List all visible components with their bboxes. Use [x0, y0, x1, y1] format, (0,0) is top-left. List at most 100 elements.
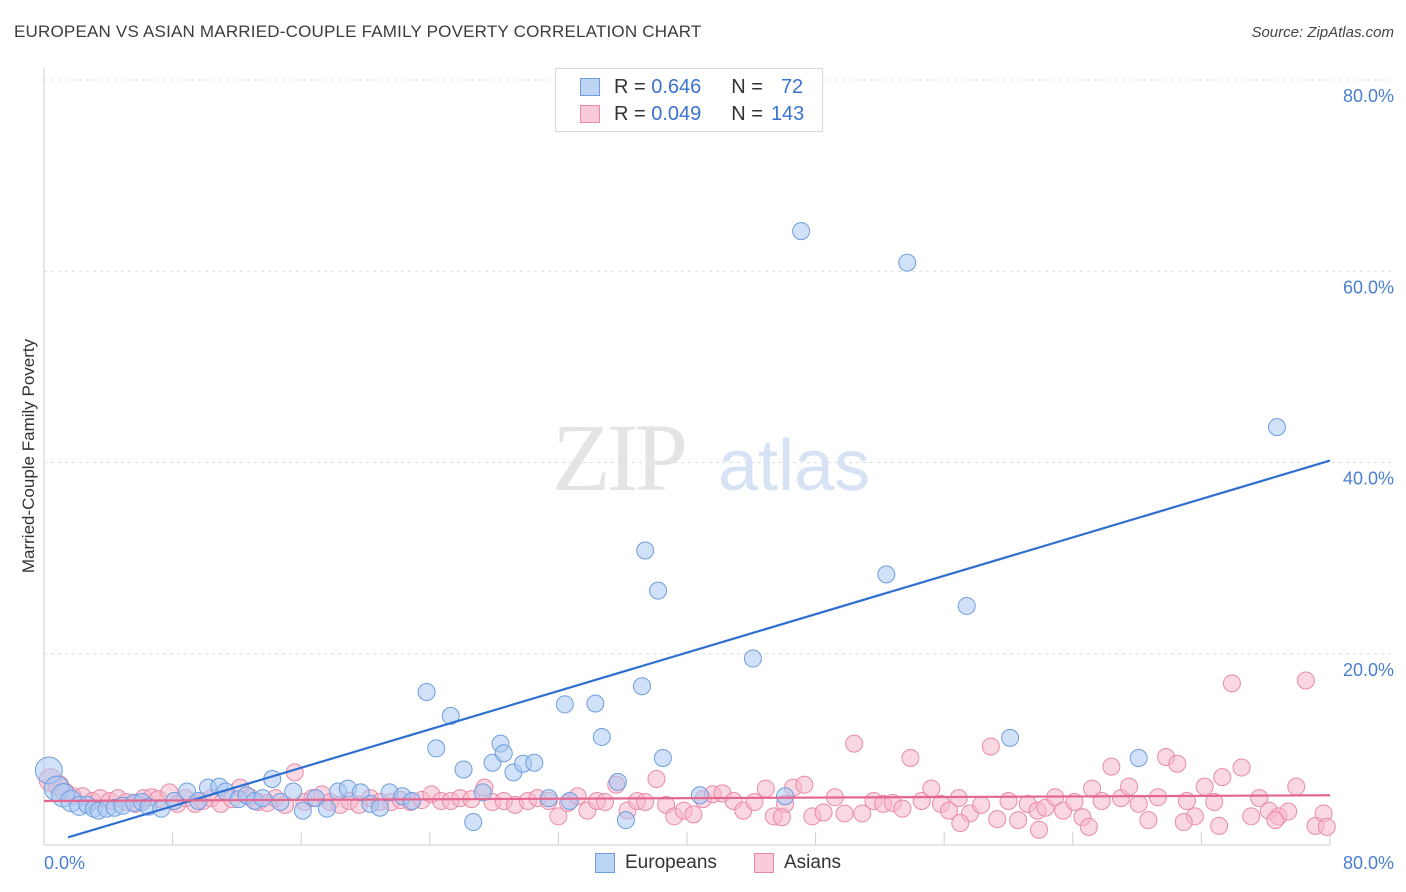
y-axis-label: Married-Couple Family Poverty [19, 338, 38, 573]
bottom-legend-label-asians: Asians [784, 852, 842, 873]
legend-swatch-europeans [580, 78, 600, 96]
asians-point [853, 804, 872, 823]
asians-point [636, 792, 655, 811]
bottom-legend-swatch-asians [754, 853, 774, 873]
watermark-atlas: atlas [718, 426, 870, 506]
europeans-point [306, 789, 325, 808]
legend-swatch-asians [580, 105, 600, 123]
europeans-point [592, 727, 611, 746]
europeans-point [271, 792, 290, 811]
legend-n-value-europeans: 72 [780, 75, 804, 98]
asians-point [1250, 789, 1269, 808]
europeans-point [898, 253, 917, 272]
asians-point [647, 770, 666, 789]
europeans-point [616, 811, 635, 830]
asians-point [1168, 754, 1187, 773]
asians-point [999, 792, 1018, 811]
europeans-point [653, 748, 672, 767]
source-label: Source: ZipAtlas.com [1251, 24, 1394, 41]
asians-point [981, 737, 1000, 756]
europeans-point [1129, 748, 1148, 767]
asians-point [1009, 811, 1028, 830]
asians-point [1139, 811, 1158, 830]
asians-point [901, 748, 920, 767]
asians-point [951, 814, 970, 833]
legend-n-label: N = [731, 102, 763, 125]
asians-point [949, 789, 968, 808]
europeans-point [494, 744, 513, 763]
asians-point [1242, 807, 1261, 826]
asians-point [1205, 792, 1224, 811]
europeans-series [34, 222, 1286, 832]
chart-title: EUROPEAN VS ASIAN MARRIED-COUPLE FAMILY … [14, 22, 702, 41]
legend-row-europeans: R = 0.646 N = 72 [580, 74, 803, 100]
europeans-point [525, 753, 544, 772]
asians-point [795, 775, 814, 794]
bottom-legend-asians[interactable]: Asians [754, 852, 841, 874]
europeans-point [370, 798, 389, 817]
asians-point [845, 734, 864, 753]
asians-point [1120, 777, 1139, 796]
asians-point [1279, 802, 1298, 821]
asians-point [756, 779, 775, 798]
europeans-point [690, 786, 709, 805]
legend-n-label: N = [731, 75, 763, 98]
bottom-legend-europeans[interactable]: Europeans [595, 852, 717, 874]
europeans-point [403, 792, 422, 811]
legend-row-asians: R = 0.049 N = 143 [580, 101, 804, 127]
asians-point [922, 779, 941, 798]
asians-point [1195, 777, 1214, 796]
legend-n-value-asians: 143 [770, 102, 805, 125]
europeans-point [586, 694, 605, 713]
asians-point [684, 805, 703, 824]
europeans-point [560, 792, 579, 811]
europeans-point [253, 789, 272, 808]
europeans-point [441, 706, 460, 725]
europeans-point [284, 782, 303, 801]
asians-trend-line [43, 794, 1331, 803]
europeans-point [649, 581, 668, 600]
asians-point [814, 803, 833, 822]
bottom-legend-label-europeans: Europeans [625, 852, 717, 873]
europeans-point [555, 695, 574, 714]
asians-point [745, 792, 764, 811]
asians-point [1102, 757, 1121, 776]
asians-point [1065, 792, 1084, 811]
asians-point [988, 810, 1007, 829]
europeans-point [351, 783, 370, 802]
asians-point [1296, 671, 1315, 690]
europeans-point [1267, 418, 1286, 437]
asians-point [940, 801, 959, 820]
europeans-point [776, 787, 795, 806]
y-tick-label-80: 80.0% [1343, 86, 1394, 106]
europeans-point [632, 677, 651, 696]
gridlines [44, 79, 1392, 655]
legend-r-label: R = [614, 75, 646, 98]
europeans-point [317, 799, 336, 818]
europeans-point [417, 683, 436, 701]
europeans-point [427, 739, 446, 758]
asians-point [1092, 792, 1111, 811]
trend-lines [43, 459, 1331, 839]
europeans-point [293, 801, 312, 820]
bottom-legend-swatch-europeans [595, 853, 615, 873]
asians-point [1317, 817, 1336, 836]
asians-point [772, 808, 791, 827]
asians-point [972, 795, 991, 814]
asians-point [1210, 816, 1229, 835]
asians-point [549, 807, 568, 826]
asians-point [1174, 813, 1193, 832]
y-tick-label-40: 40.0% [1343, 469, 1394, 489]
y-tick-label-20: 20.0% [1343, 660, 1394, 680]
asians-point [1222, 674, 1241, 693]
watermark: ZIP atlas [552, 404, 870, 511]
legend-r-label: R = [614, 102, 646, 125]
europeans-point [608, 772, 627, 791]
europeans-point [473, 783, 492, 802]
asians-point [1079, 817, 1098, 836]
asians-point [1213, 768, 1232, 787]
europeans-point [1001, 728, 1020, 747]
y-tick-label-60: 60.0% [1343, 277, 1394, 297]
asians-point [1232, 758, 1251, 777]
